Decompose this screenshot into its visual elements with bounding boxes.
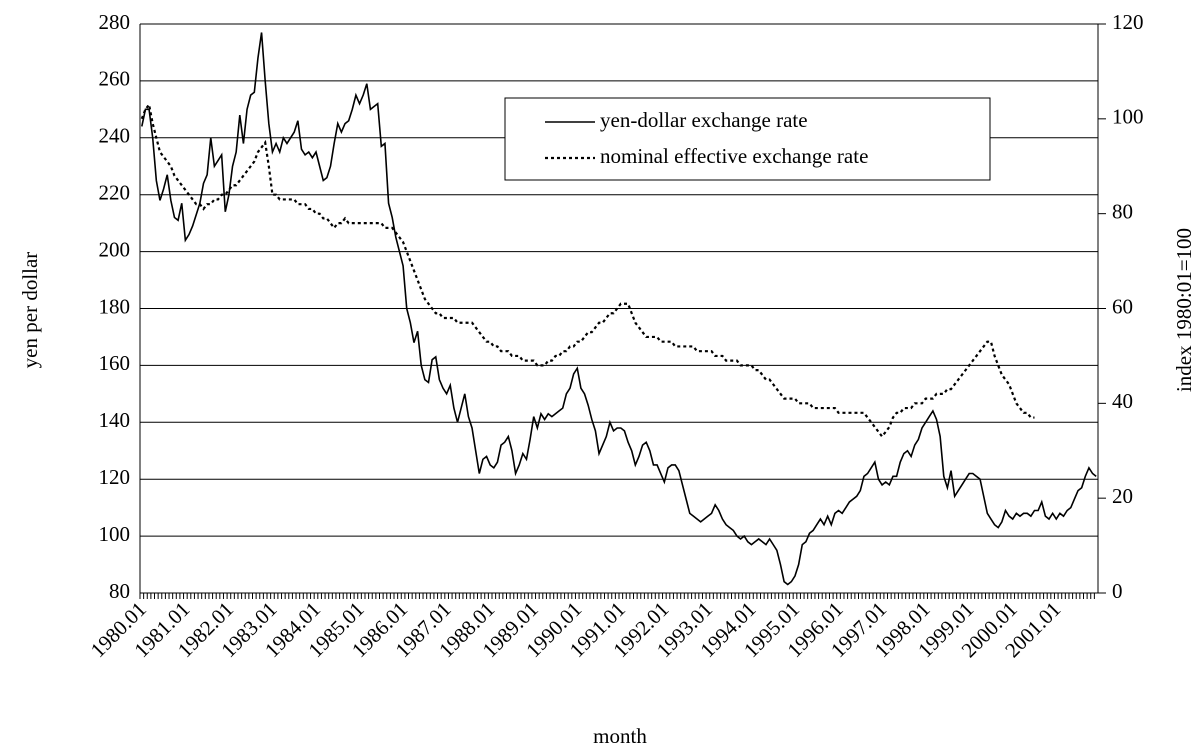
legend-label: nominal effective exchange rate <box>600 144 868 168</box>
y-tick-label: 180 <box>99 294 131 318</box>
series-line <box>140 101 1035 439</box>
y2-tick-label: 40 <box>1112 389 1133 413</box>
y-tick-label: 120 <box>99 465 131 489</box>
legend-label: yen-dollar exchange rate <box>600 108 808 132</box>
y-tick-label: 240 <box>99 124 131 148</box>
y-tick-label: 80 <box>109 579 130 603</box>
y2-tick-label: 0 <box>1112 579 1123 603</box>
y2-axis-label: index 1980:01=100 <box>1172 228 1196 392</box>
y-tick-label: 160 <box>99 351 131 375</box>
legend-box <box>504 97 991 181</box>
y-tick-label: 200 <box>99 237 131 261</box>
y-tick-label: 280 <box>99 10 131 34</box>
y-tick-label: 220 <box>99 181 131 205</box>
y2-tick-label: 100 <box>1112 105 1144 129</box>
y2-tick-label: 120 <box>1112 10 1144 34</box>
x-axis-label: month <box>593 724 647 748</box>
y-tick-label: 100 <box>99 522 131 546</box>
y2-tick-label: 60 <box>1112 294 1133 318</box>
y2-tick-label: 80 <box>1112 199 1133 223</box>
y2-tick-label: 20 <box>1112 484 1133 508</box>
y-axis-label: yen per dollar <box>18 252 42 369</box>
y-tick-label: 140 <box>99 408 131 432</box>
series-line <box>141 32 1097 586</box>
y-tick-label: 260 <box>99 67 131 91</box>
